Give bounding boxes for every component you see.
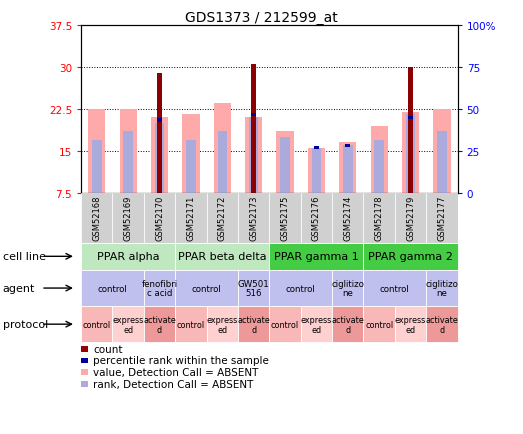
Bar — [182, 115, 199, 193]
Text: GSM52168: GSM52168 — [92, 195, 101, 241]
Bar — [437, 132, 447, 193]
Text: activate
d: activate d — [426, 315, 458, 334]
Bar — [370, 126, 388, 193]
Text: activate
d: activate d — [143, 315, 176, 334]
Text: GSM52171: GSM52171 — [186, 195, 196, 241]
Bar — [276, 132, 293, 193]
Text: GDS1373 / 212599_at: GDS1373 / 212599_at — [185, 11, 338, 25]
Text: express
ed: express ed — [207, 315, 238, 334]
Bar — [301, 193, 332, 243]
Text: percentile rank within the sample: percentile rank within the sample — [93, 356, 269, 365]
Bar — [112, 193, 144, 243]
Bar — [339, 143, 356, 193]
Text: PPAR gamma 1: PPAR gamma 1 — [274, 252, 359, 262]
Bar — [238, 193, 269, 243]
Bar — [312, 148, 321, 193]
Text: GSM52178: GSM52178 — [374, 195, 384, 241]
Bar — [308, 148, 325, 193]
Text: GSM52174: GSM52174 — [343, 195, 353, 241]
Text: express
ed: express ed — [301, 315, 332, 334]
Text: fenofibri
c acid: fenofibri c acid — [141, 279, 178, 298]
Bar — [314, 147, 319, 150]
Bar — [81, 193, 112, 243]
Bar — [119, 110, 137, 193]
Text: GW501
516: GW501 516 — [238, 279, 269, 298]
Bar — [406, 115, 415, 193]
Bar — [157, 73, 162, 193]
Text: cell line: cell line — [3, 252, 46, 262]
Bar — [408, 116, 413, 119]
Text: control: control — [271, 320, 299, 329]
Bar — [123, 132, 133, 193]
Text: ciglitizo
ne: ciglitizo ne — [332, 279, 364, 298]
Text: express
ed: express ed — [395, 315, 426, 334]
Bar — [402, 112, 419, 193]
Bar — [374, 140, 384, 193]
Text: count: count — [93, 344, 122, 354]
Text: GSM52173: GSM52173 — [249, 195, 258, 241]
Bar — [426, 193, 458, 243]
Bar — [218, 132, 227, 193]
Text: GSM52176: GSM52176 — [312, 195, 321, 241]
Bar — [433, 110, 450, 193]
Bar — [395, 193, 426, 243]
Bar — [269, 193, 301, 243]
Text: control: control — [365, 320, 393, 329]
Text: control: control — [380, 284, 410, 293]
Bar — [408, 68, 413, 193]
Text: PPAR alpha: PPAR alpha — [97, 252, 160, 262]
Bar — [88, 110, 105, 193]
Text: control: control — [286, 284, 315, 293]
Bar — [175, 193, 207, 243]
Text: GSM52177: GSM52177 — [437, 195, 447, 241]
Text: GSM52169: GSM52169 — [123, 195, 133, 241]
Bar — [280, 138, 290, 193]
Text: GSM52175: GSM52175 — [280, 195, 290, 241]
Text: express
ed: express ed — [112, 315, 144, 334]
Bar — [345, 144, 350, 147]
Text: value, Detection Call = ABSENT: value, Detection Call = ABSENT — [93, 368, 258, 377]
Bar — [251, 65, 256, 193]
Bar — [251, 114, 256, 117]
Bar — [151, 118, 168, 193]
Bar — [155, 124, 164, 193]
Bar — [343, 146, 353, 193]
Bar — [245, 118, 262, 193]
Text: GSM52170: GSM52170 — [155, 195, 164, 241]
Text: rank, Detection Call = ABSENT: rank, Detection Call = ABSENT — [93, 379, 254, 389]
Text: control: control — [177, 320, 205, 329]
Text: ciglitizo
ne: ciglitizo ne — [426, 279, 458, 298]
Bar — [213, 104, 231, 193]
Text: GSM52172: GSM52172 — [218, 195, 227, 241]
Text: protocol: protocol — [3, 319, 48, 329]
Bar — [157, 119, 162, 122]
Text: agent: agent — [3, 283, 35, 293]
Bar — [144, 193, 175, 243]
Text: PPAR beta delta: PPAR beta delta — [178, 252, 267, 262]
Bar — [332, 193, 363, 243]
Text: control: control — [192, 284, 221, 293]
Bar — [249, 118, 258, 193]
Text: activate
d: activate d — [332, 315, 364, 334]
Text: control: control — [98, 284, 127, 293]
Bar — [92, 140, 101, 193]
Text: PPAR gamma 2: PPAR gamma 2 — [368, 252, 453, 262]
Bar — [186, 140, 196, 193]
Text: activate
d: activate d — [237, 315, 270, 334]
Text: control: control — [83, 320, 111, 329]
Text: GSM52179: GSM52179 — [406, 195, 415, 241]
Bar — [207, 193, 238, 243]
Bar — [363, 193, 395, 243]
